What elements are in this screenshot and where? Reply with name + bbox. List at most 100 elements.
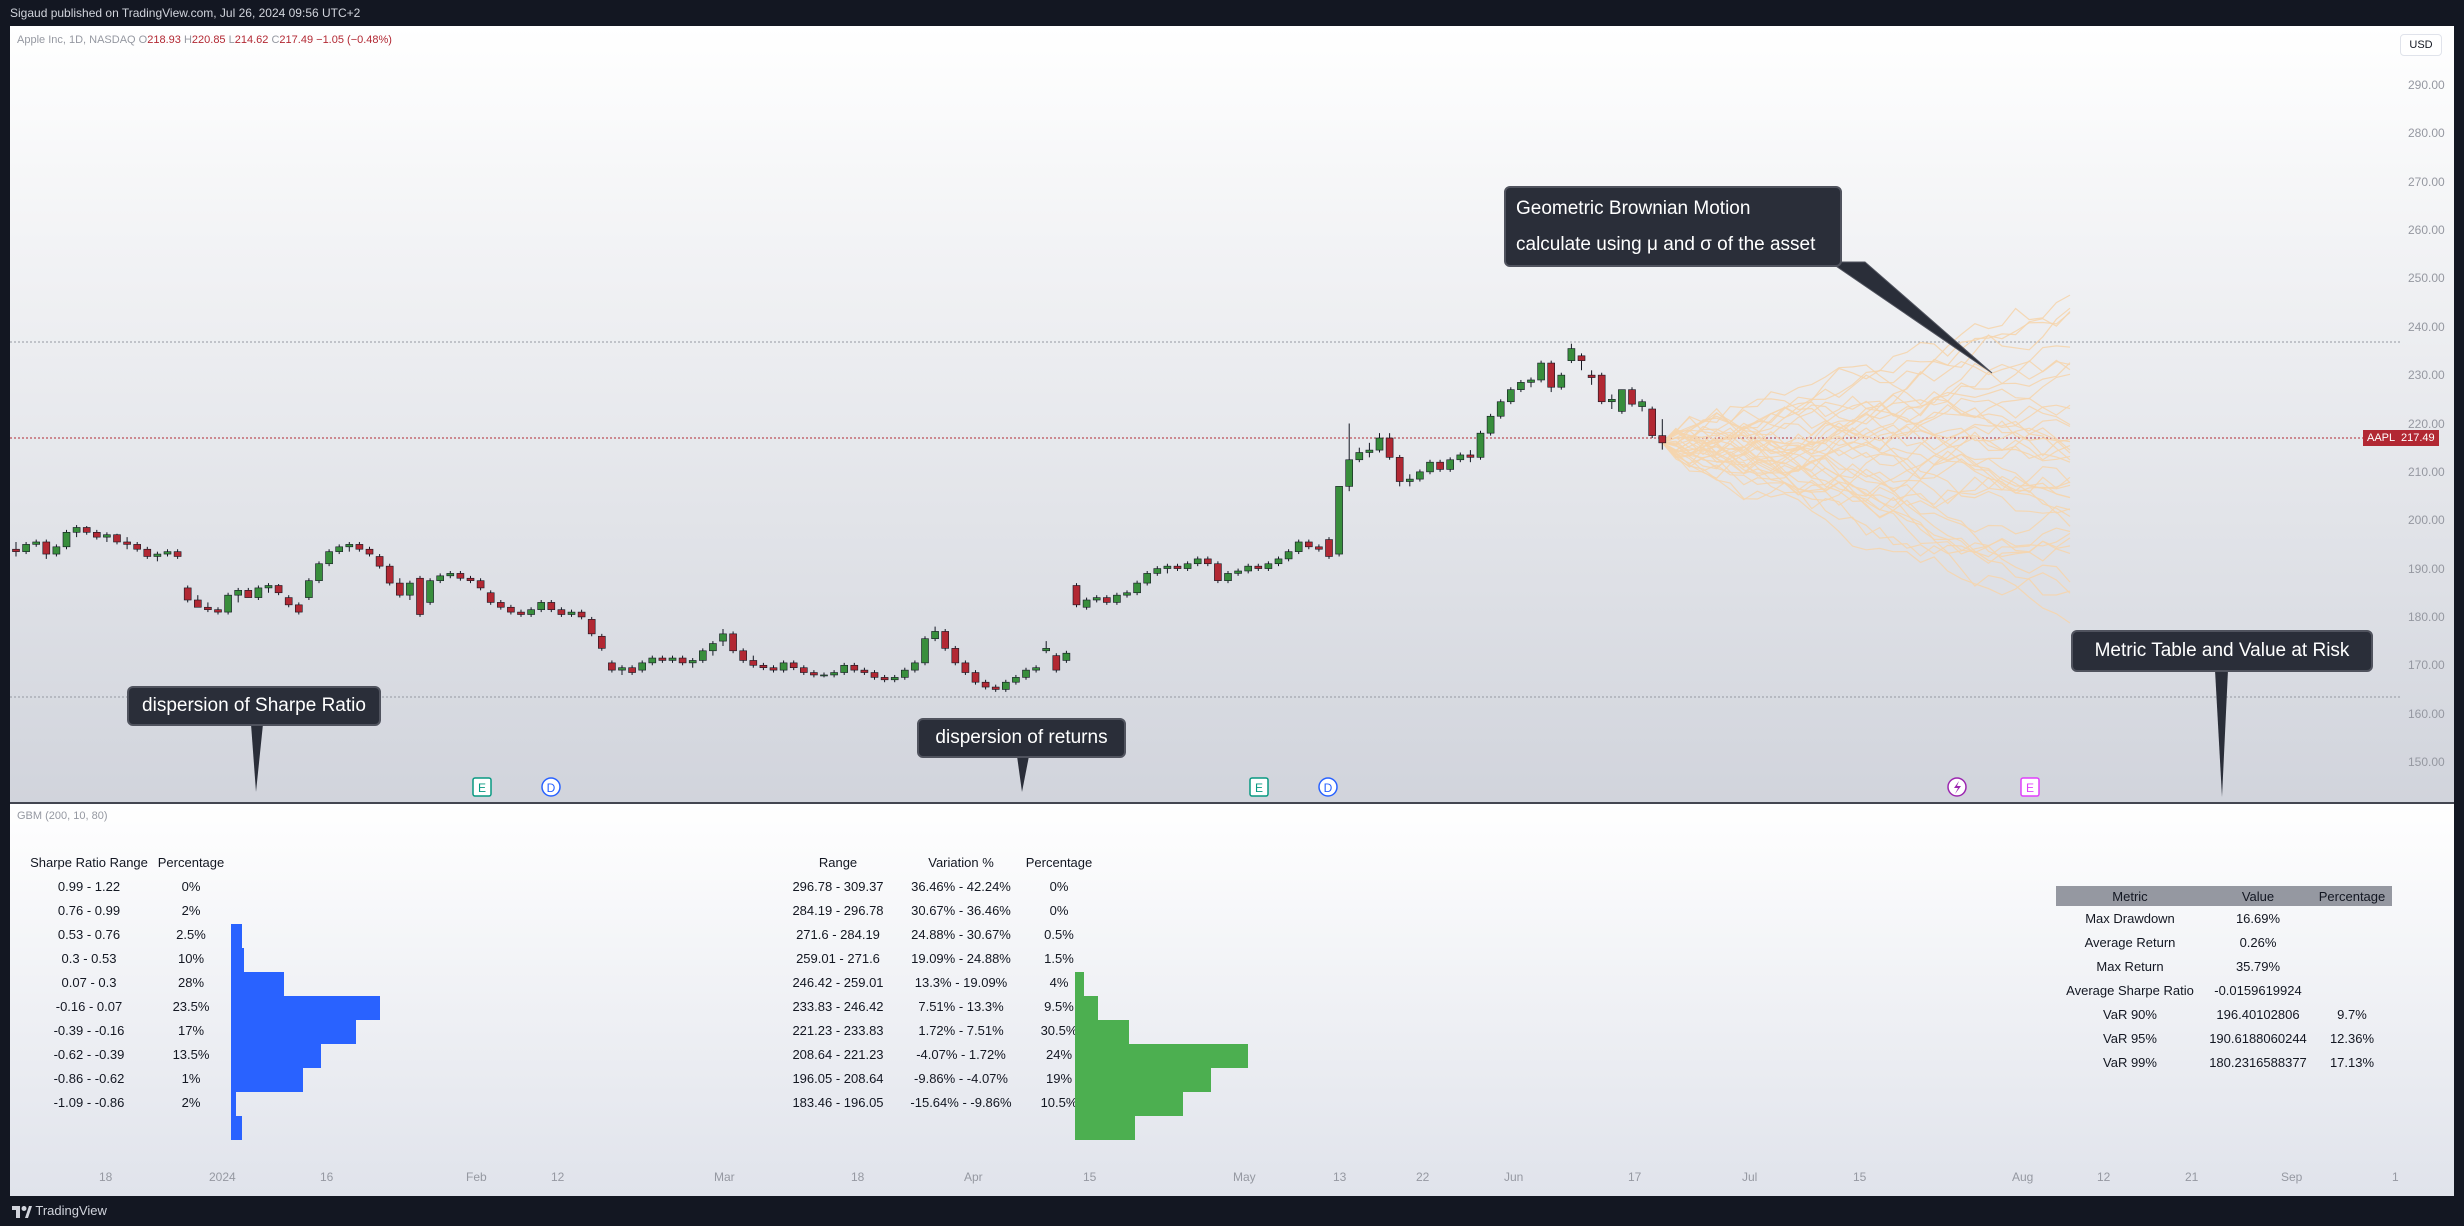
time-axis-label: 15 (1853, 1170, 1867, 1184)
candle (608, 660, 616, 673)
candle (830, 670, 838, 678)
currency-button[interactable]: USD (2400, 34, 2442, 56)
pane-divider[interactable] (10, 802, 2454, 804)
sharpe-bar (231, 1068, 303, 1092)
gbm-path (1661, 422, 2071, 518)
candle (1001, 679, 1010, 692)
candle (1082, 597, 1091, 610)
returns-var: 24.88% - 30.67% (911, 926, 1011, 942)
returns-callout[interactable]: dispersion of returns (917, 718, 1126, 758)
returns-pct: 9.5% (1044, 998, 1074, 1014)
returns-table: Range Variation % Percentage 296.78 - 30… (776, 850, 1096, 1114)
price-axis-label: 190.00 (2408, 561, 2445, 576)
returns-bar (1075, 1068, 1212, 1092)
metric-value: -0.0159619924 (2214, 982, 2302, 998)
returns-pct: 10.5% (1040, 1094, 1078, 1110)
sharpe-pct: 2.5% (176, 926, 206, 942)
earnings-marker (472, 777, 492, 797)
candle (1496, 399, 1505, 419)
returns-var: -15.64% - -9.86% (910, 1094, 1012, 1110)
sharpe-callout-pointer (251, 724, 263, 792)
candle (82, 526, 91, 535)
gbm-path (1661, 427, 2071, 509)
gbm-path (1662, 312, 2071, 457)
sharpe-range: 0.3 - 0.53 (61, 950, 117, 966)
candle (1355, 447, 1364, 463)
candle (1183, 561, 1192, 571)
candle (880, 674, 889, 683)
table-row: Max Drawdown 16.69% (2056, 906, 2392, 930)
candle (1466, 450, 1475, 463)
candle (658, 655, 667, 663)
candle (194, 595, 202, 608)
candle (537, 600, 546, 613)
sharpe-range: 0.53 - 0.76 (57, 926, 121, 942)
candle (1204, 556, 1212, 567)
returns-pct: 1.5% (1044, 950, 1074, 966)
returns-range: 259.01 - 271.6 (796, 950, 880, 966)
price-axis-label: 210.00 (2408, 464, 2445, 479)
candle (1214, 561, 1222, 584)
metric-pct (2312, 930, 2392, 954)
sharpe-bar (231, 1044, 322, 1068)
gbm-path (1662, 442, 2071, 499)
sharpe-range: 0.76 - 0.99 (57, 902, 121, 918)
candle (971, 670, 980, 685)
col-header: Value (2204, 886, 2312, 906)
col-header: Percentage (2312, 886, 2392, 906)
returns-var: -4.07% - 1.72% (916, 1046, 1006, 1062)
candle (1628, 387, 1636, 407)
sharpe-bar (231, 1020, 357, 1044)
returns-pct: 0.5% (1044, 926, 1074, 942)
returns-pct: 19% (1045, 1070, 1073, 1086)
sharpe-pct: 2% (181, 902, 201, 918)
candle (1062, 650, 1071, 663)
table-row: VaR 90% 196.40102806 9.7% (2056, 1002, 2392, 1026)
time-axis-label: 16 (320, 1170, 334, 1184)
price-axis-label: 240.00 (2408, 319, 2445, 334)
sharpe-range: -0.39 - -0.16 (53, 1022, 125, 1038)
metric-pct: 17.13% (2329, 1054, 2375, 1070)
candle (62, 529, 71, 550)
candle (143, 546, 152, 559)
candle (557, 607, 566, 617)
gbm-callout[interactable]: Geometric Brownian Motion calculate usin… (1504, 186, 1842, 267)
published-banner: Sigaud published on TradingView.com, Jul… (0, 0, 2464, 26)
metric-callout[interactable]: Metric Table and Value at Risk (2071, 630, 2373, 672)
table-row: -0.62 - -0.39 13.5% (24, 1042, 228, 1066)
tradingview-logo[interactable]: TradingView (12, 1196, 107, 1226)
sharpe-pct: 13.5% (172, 1046, 210, 1062)
price-axis-label: 280.00 (2408, 126, 2445, 141)
candle (1345, 423, 1353, 492)
candle (618, 665, 626, 675)
metric-callout-pointer (2215, 670, 2228, 797)
returns-bar (1075, 972, 1084, 996)
candle (1042, 641, 1050, 654)
candle (981, 679, 990, 690)
sharpe-callout[interactable]: dispersion of Sharpe Ratio (127, 686, 381, 726)
gbm-path (1661, 412, 2071, 448)
time-axis-label: 21 (2185, 1170, 2199, 1184)
candle (1597, 372, 1606, 405)
candle (42, 539, 51, 559)
gbm-path (1661, 442, 2071, 555)
sharpe-range: -0.16 - 0.07 (55, 998, 123, 1014)
time-axis-label: 15 (1083, 1170, 1097, 1184)
candle (739, 648, 748, 663)
gbm-path (1661, 404, 2071, 465)
candle (688, 658, 697, 668)
indicator-label[interactable]: GBM (200, 10, 80) (17, 810, 108, 822)
candle (789, 660, 798, 671)
returns-range: 183.46 - 196.05 (792, 1094, 884, 1110)
table-row: VaR 95% 190.6188060244 12.36% (2056, 1026, 2392, 1050)
candle (890, 674, 899, 683)
candle (244, 587, 253, 598)
candle (1406, 474, 1414, 487)
gbm-simulation-paths (1661, 294, 2071, 624)
candle (1557, 372, 1566, 390)
returns-range: 233.83 - 246.42 (792, 998, 884, 1014)
candle (22, 541, 30, 555)
candle (1133, 580, 1141, 596)
candle (113, 533, 121, 545)
main-chart[interactable]: E D E D E (10, 26, 2454, 802)
